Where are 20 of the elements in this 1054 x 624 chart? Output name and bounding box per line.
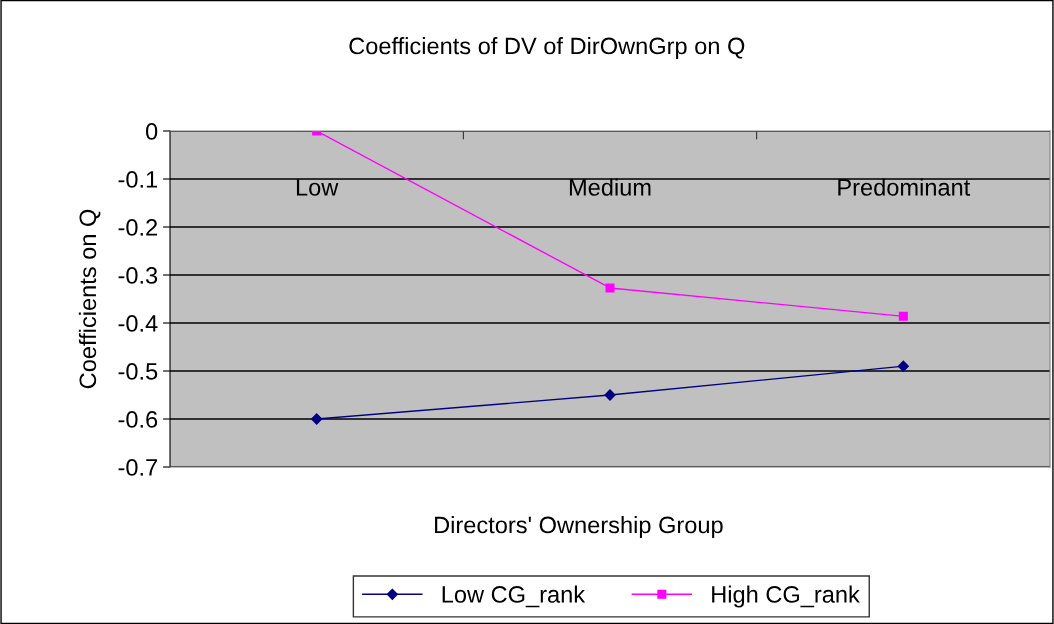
chart-title: Coefficients of DV of DirOwnGrp on Q <box>349 37 745 59</box>
y-tick-label: -0.1 <box>118 171 158 188</box>
point <box>897 360 909 372</box>
y-tick-label: -0.6 <box>118 411 158 428</box>
y-tick-label: -0.5 <box>118 363 158 380</box>
y-axis-title: Coefficients on Q <box>78 209 101 389</box>
point <box>898 311 908 321</box>
y-tick-label: -0.7 <box>118 459 158 476</box>
x-axis-title: Directors' Ownership Group <box>435 515 723 539</box>
y-tick-label: 0 <box>145 123 158 140</box>
x-tick-label: Medium <box>569 178 651 196</box>
x-tick-label: Predominant <box>838 178 971 196</box>
legend-label: Low CG_rank <box>442 585 586 608</box>
point <box>605 283 615 293</box>
y-tick-label: -0.2 <box>118 219 158 236</box>
x-tick-label: Low <box>296 179 339 196</box>
y-tick-label: -0.4 <box>118 315 158 332</box>
legend-label: High CG_rank <box>712 585 860 608</box>
point <box>311 413 323 425</box>
y-tick-label: -0.3 <box>118 267 158 284</box>
